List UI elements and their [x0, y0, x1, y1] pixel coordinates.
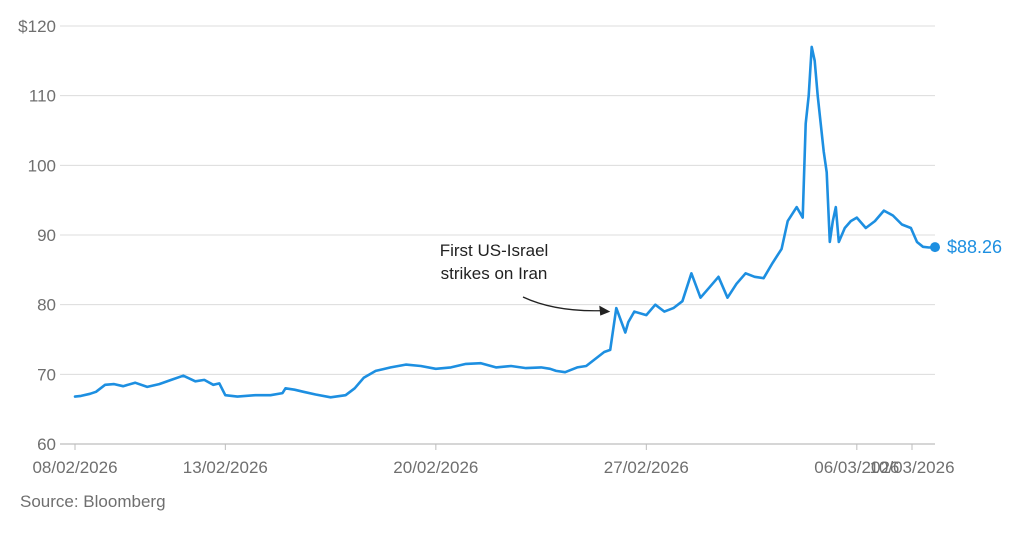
annotation-line-1: First US-Israel	[440, 241, 549, 260]
y-axis-ticks: 60 70 80 90 100 110 $120	[18, 17, 56, 454]
y-tick-label: 110	[29, 87, 56, 106]
annotation-arrowhead	[599, 305, 611, 316]
x-axis-ticks: 08/02/2026 13/02/2026 20/02/2026 27/02/2026…	[32, 444, 955, 477]
y-tick-label: 70	[37, 365, 56, 384]
x-tick-label: 08/02/2026	[32, 458, 117, 477]
y-tick-label: $120	[18, 17, 56, 36]
source-note: Source: Bloomberg	[20, 492, 166, 511]
y-tick-label: 90	[37, 226, 56, 245]
x-tick-label: 13/02/2026	[183, 458, 268, 477]
y-tick-label: 60	[37, 435, 56, 454]
annotation-arrow	[522, 296, 603, 312]
y-tick-label: 100	[28, 156, 56, 175]
x-tick-label: 20/02/2026	[393, 458, 478, 477]
end-value-label: $88.26	[947, 237, 1002, 257]
end-point-marker	[930, 242, 940, 253]
annotation-line-2: strikes on Iran	[441, 264, 548, 283]
series-line	[73, 45, 937, 399]
x-tick-label: 10/03/2026	[869, 458, 954, 477]
x-tick-label: 06/03/2026	[814, 458, 899, 477]
x-tick-label: 27/02/2026	[604, 458, 689, 477]
y-tick-label: 80	[37, 296, 56, 315]
gridlines	[60, 25, 935, 375]
annotation: First US-Israel strikes on Iran	[440, 241, 611, 316]
